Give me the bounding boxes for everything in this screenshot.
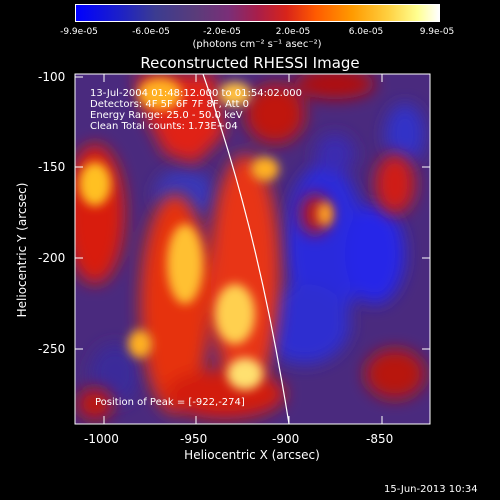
date-stamp: 15-Jun-2013 10:34 [384, 484, 478, 495]
x-tick-label: -1000 [84, 432, 119, 446]
y-tick-label: -150 [38, 160, 66, 174]
colorbar-tick: 9.9e-05 [419, 27, 455, 37]
info-detectors: Detectors: 4F 5F 6F 7F 8F, Att 0 [90, 99, 250, 110]
plot-title: Reconstructed RHESSI Image [140, 54, 360, 72]
colorbar-unit: (photons cm⁻² s⁻¹ asec⁻²) [192, 39, 322, 50]
heatmap-svg [65, 69, 430, 425]
y-axis-label: Heliocentric Y (arcsec) [15, 182, 29, 318]
x-tick-label: -850 [366, 432, 394, 446]
peak-position: Position of Peak = [-922,-274] [95, 397, 245, 408]
y-tick-label: -100 [38, 70, 66, 84]
colorbar-tick: 6.0e-05 [348, 27, 384, 37]
info-time: 13-Jul-2004 01:48:12.000 to 01:54:02.000 [90, 88, 302, 99]
x-axis-label: Heliocentric X (arcsec) [184, 448, 320, 462]
solar-limb-line [202, 73, 290, 425]
bright-regions [79, 78, 333, 390]
y-tick-label: -250 [38, 342, 66, 356]
info-energy: Energy Range: 25.0 - 50.0 keV [90, 110, 243, 121]
colorbar-tick: -6.0e-05 [132, 27, 170, 37]
heatmap-image [65, 69, 430, 425]
x-tick-label: -900 [272, 432, 300, 446]
colorbar-tick: -9.9e-05 [60, 27, 98, 37]
y-tick-label: -200 [38, 251, 66, 265]
colorbar [75, 4, 440, 22]
x-tick-label: -950 [180, 432, 208, 446]
image-plot: 13-Jul-2004 01:48:12.000 to 01:54:02.000… [65, 69, 430, 425]
info-clean: Clean Total counts: 1.73E+04 [90, 121, 238, 132]
colorbar-tick: -2.0e-05 [203, 27, 241, 37]
colorbar-tick: 2.0e-05 [275, 27, 311, 37]
